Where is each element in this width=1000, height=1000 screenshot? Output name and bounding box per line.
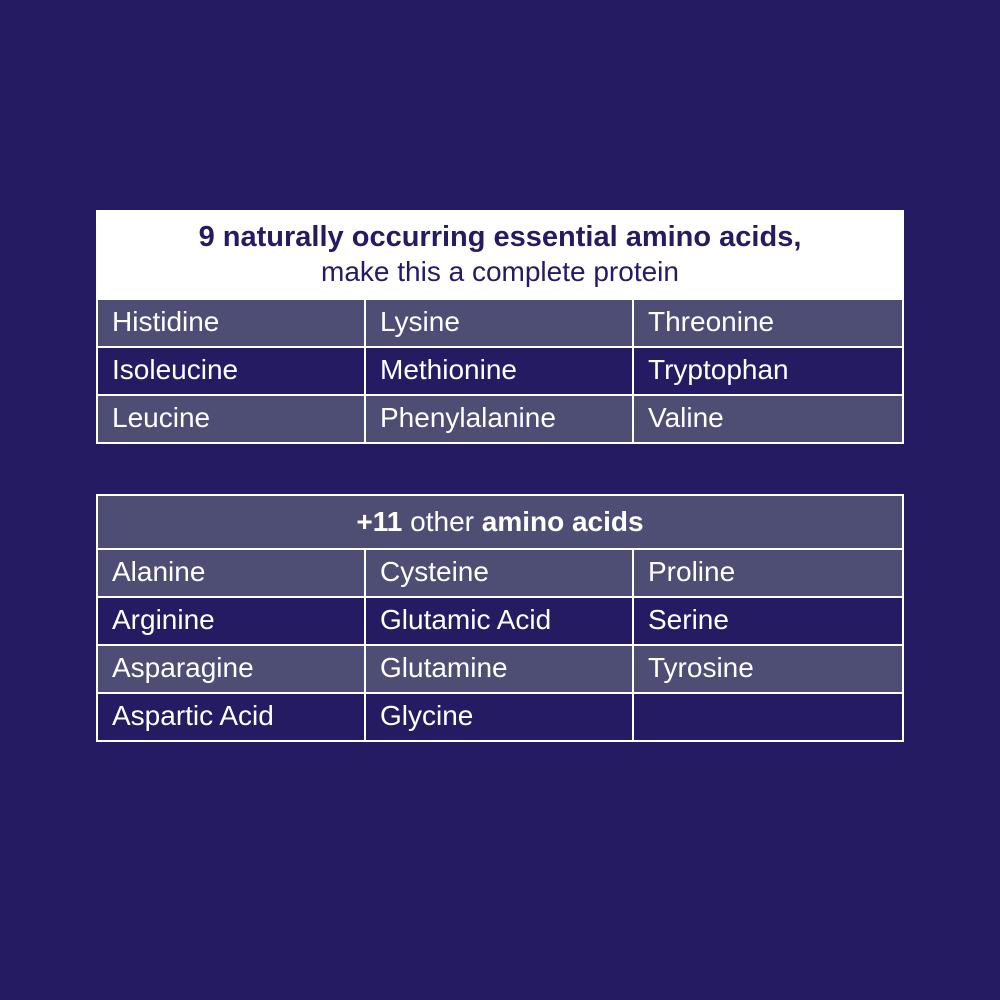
cell-cysteine: Cysteine bbox=[366, 550, 634, 596]
cell-proline: Proline bbox=[634, 550, 902, 596]
cell-tyrosine: Tyrosine bbox=[634, 646, 902, 692]
other-rows: Alanine Cysteine Proline Arginine Glutam… bbox=[98, 550, 902, 740]
other-header-suffix: amino acids bbox=[482, 506, 644, 537]
cell-methionine: Methionine bbox=[366, 348, 634, 394]
other-header-prefix: +11 bbox=[356, 506, 402, 537]
other-header: +11 other amino acids bbox=[98, 496, 902, 550]
cell-leucine: Leucine bbox=[98, 396, 366, 442]
other-amino-acids-table: +11 other amino acids Alanine Cysteine P… bbox=[96, 494, 904, 742]
table-row: Asparagine Glutamine Tyrosine bbox=[98, 646, 902, 694]
cell-glycine: Glycine bbox=[366, 694, 634, 740]
cell-arginine: Arginine bbox=[98, 598, 366, 644]
cell-glutamic-acid: Glutamic Acid bbox=[366, 598, 634, 644]
table-row: Arginine Glutamic Acid Serine bbox=[98, 598, 902, 646]
essential-amino-acids-table: 9 naturally occurring essential amino ac… bbox=[96, 210, 904, 444]
essential-header: 9 naturally occurring essential amino ac… bbox=[98, 212, 902, 300]
cell-tryptophan: Tryptophan bbox=[634, 348, 902, 394]
other-header-middle: other bbox=[402, 506, 481, 537]
essential-header-line2: make this a complete protein bbox=[108, 255, 892, 289]
table-row: Aspartic Acid Glycine bbox=[98, 694, 902, 740]
cell-threonine: Threonine bbox=[634, 300, 902, 346]
cell-histidine: Histidine bbox=[98, 300, 366, 346]
cell-phenylalanine: Phenylalanine bbox=[366, 396, 634, 442]
table-row: Isoleucine Methionine Tryptophan bbox=[98, 348, 902, 396]
cell-isoleucine: Isoleucine bbox=[98, 348, 366, 394]
cell-lysine: Lysine bbox=[366, 300, 634, 346]
cell-asparagine: Asparagine bbox=[98, 646, 366, 692]
essential-header-line1: 9 naturally occurring essential amino ac… bbox=[108, 220, 892, 255]
cell-alanine: Alanine bbox=[98, 550, 366, 596]
cell-empty bbox=[634, 694, 902, 740]
cell-glutamine: Glutamine bbox=[366, 646, 634, 692]
cell-aspartic-acid: Aspartic Acid bbox=[98, 694, 366, 740]
table-row: Leucine Phenylalanine Valine bbox=[98, 396, 902, 442]
cell-serine: Serine bbox=[634, 598, 902, 644]
table-row: Histidine Lysine Threonine bbox=[98, 300, 902, 348]
table-row: Alanine Cysteine Proline bbox=[98, 550, 902, 598]
cell-valine: Valine bbox=[634, 396, 902, 442]
essential-rows: Histidine Lysine Threonine Isoleucine Me… bbox=[98, 300, 902, 442]
